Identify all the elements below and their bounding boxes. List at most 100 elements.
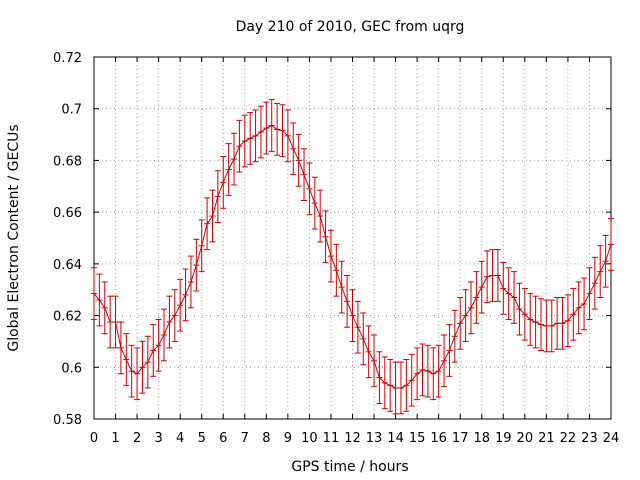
error-bar (387, 359, 394, 412)
error-bar (279, 104, 286, 158)
error-bar (527, 293, 534, 346)
error-bar (462, 289, 469, 342)
y-axis-label: Global Electron Content / GECUs (6, 124, 22, 351)
error-bar (554, 296, 561, 350)
error-bar (214, 170, 221, 223)
error-bar (505, 267, 512, 320)
error-bar (414, 347, 421, 401)
error-bar (220, 156, 227, 209)
error-bar (365, 325, 372, 379)
error-bar (478, 260, 485, 314)
error-bar (225, 143, 232, 196)
error-bar (473, 271, 480, 324)
error-bar (327, 229, 334, 283)
y-tick-label: 0.7 (61, 103, 82, 118)
y-tick-label: 0.72 (53, 51, 82, 66)
error-bar (193, 238, 200, 292)
error-bar (295, 134, 302, 187)
error-bar (424, 344, 431, 398)
error-bar (123, 333, 130, 386)
error-bar (161, 308, 168, 362)
series-line (93, 124, 612, 389)
error-bar (602, 234, 609, 288)
error-bar (521, 287, 528, 341)
error-bar (198, 219, 205, 273)
error-bar (397, 361, 404, 415)
error-bar (500, 262, 507, 315)
error-bar (134, 347, 141, 401)
error-bar (371, 334, 378, 388)
x-tick-labels: 0 1 2 3 4 5 6 7 8 9 10 11 12 13 14 15 16 17 18 19 20 21 22 23 24 (90, 431, 619, 446)
error-bar (376, 351, 383, 404)
error-bar (543, 299, 550, 353)
error-bar (489, 249, 496, 302)
error-bar (107, 295, 114, 349)
y-tick-label: 0.62 (53, 310, 82, 325)
x-tick-label: 3 (154, 431, 162, 446)
x-tick-label: 10 (301, 431, 318, 446)
y-tick-label: 0.64 (53, 258, 82, 273)
error-bar (187, 255, 194, 309)
x-tick-label: 13 (366, 431, 383, 446)
x-tick-label: 16 (430, 431, 447, 446)
chart-title: Day 210 of 2010, GEC from uqrg (236, 19, 465, 35)
error-bar (247, 112, 254, 165)
error-bar (101, 281, 108, 335)
x-tick-label: 19 (495, 431, 512, 446)
error-bar (306, 162, 313, 216)
error-bar (408, 353, 415, 407)
x-tick-label: 22 (560, 431, 577, 446)
x-tick-label: 6 (219, 431, 227, 446)
error-bar (144, 335, 151, 389)
error-bar (559, 296, 566, 350)
error-bar (537, 298, 544, 351)
error-bar (117, 321, 124, 375)
error-bar (360, 312, 367, 366)
x-tick-label: 7 (241, 431, 249, 446)
error-bar (241, 114, 248, 168)
error-bar (494, 249, 501, 302)
error-bar (290, 122, 297, 176)
y-tick-label: 0.6 (61, 361, 82, 376)
error-bar (333, 243, 340, 297)
y-tick-label: 0.66 (53, 206, 82, 221)
error-bar (608, 218, 614, 271)
error-bar (231, 132, 238, 186)
gec-series (91, 99, 614, 415)
error-bar (236, 119, 243, 173)
x-tick-label: 11 (323, 431, 340, 446)
x-tick-label: 23 (581, 431, 598, 446)
error-bar (91, 267, 97, 320)
x-tick-label: 17 (452, 431, 469, 446)
error-bar (182, 268, 189, 322)
error-bar (155, 318, 162, 372)
error-bar (548, 299, 555, 353)
error-bar (516, 282, 523, 336)
error-bar (581, 277, 588, 331)
x-tick-label: 4 (176, 431, 184, 446)
x-tick-label: 24 (603, 431, 620, 446)
error-bar (484, 250, 491, 304)
error-bar (301, 148, 308, 202)
x-tick-label: 20 (517, 431, 534, 446)
y-tick-label: 0.58 (53, 413, 82, 428)
axis-ticks (93, 56, 612, 420)
error-bar (586, 267, 593, 320)
error-bar (430, 347, 437, 401)
x-axis-label: GPS time / hours (291, 459, 408, 475)
error-bar (597, 245, 604, 298)
error-bar (591, 256, 598, 310)
x-tick-label: 9 (284, 431, 292, 446)
error-bar (511, 271, 518, 324)
x-tick-label: 15 (409, 431, 426, 446)
error-bar (268, 99, 275, 152)
error-bar (284, 109, 291, 163)
x-tick-label: 5 (198, 431, 206, 446)
error-bar (311, 176, 318, 230)
error-bar (112, 295, 119, 349)
error-bar (457, 296, 464, 350)
x-tick-label: 21 (538, 431, 555, 446)
error-bar (532, 295, 539, 349)
x-tick-label: 14 (387, 431, 404, 446)
